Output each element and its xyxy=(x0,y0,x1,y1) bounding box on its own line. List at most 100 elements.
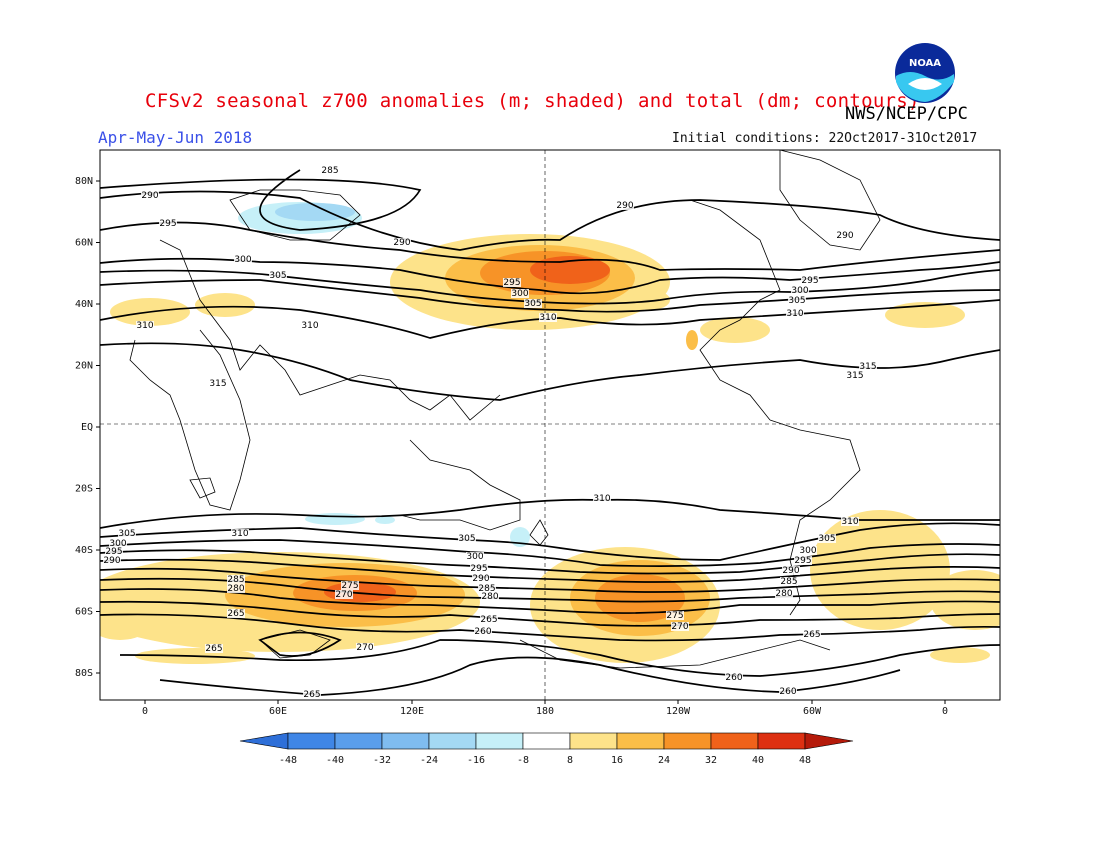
latitude-labels: 80N 60N 40N 20N EQ 20S 40S 60S 80S xyxy=(75,176,100,679)
contour-label: 290 xyxy=(472,574,489,584)
contour-label: 295 xyxy=(794,556,811,566)
lat-label: EQ xyxy=(81,422,93,433)
grid-lines xyxy=(100,150,1000,700)
lat-label: 60N xyxy=(75,238,93,249)
colorbar-swatch xyxy=(475,732,524,750)
contour-label: 310 xyxy=(841,517,858,527)
contour-label: 305 xyxy=(269,271,286,281)
contour-label: 290 xyxy=(141,191,158,201)
longitude-labels: 0 60E 120E 180 120W 60W 0 xyxy=(142,700,948,717)
contour-label: 275 xyxy=(666,611,683,621)
colorbar-tick-label: 32 xyxy=(705,755,717,766)
colorbar-swatch xyxy=(287,732,336,750)
contour-label: 295 xyxy=(159,219,176,229)
svg-text:NOAA: NOAA xyxy=(909,58,941,69)
lat-label: 20S xyxy=(75,484,93,495)
colorbar-tick-label: -32 xyxy=(373,755,391,766)
colorbar-tick-label: -16 xyxy=(467,755,485,766)
contour-label: 305 xyxy=(818,534,835,544)
contour-label: 315 xyxy=(846,371,863,381)
contour-labels: 2852902953003053102902902953003053102902… xyxy=(103,166,877,700)
initial-conditions: Initial conditions: 22Oct2017-31Oct2017 xyxy=(672,131,978,146)
contour-label: 265 xyxy=(205,644,222,654)
contour-label: 270 xyxy=(671,622,688,632)
contour-label: 285 xyxy=(321,166,338,176)
contour-label: 260 xyxy=(779,687,796,697)
contour-label: 310 xyxy=(136,321,153,331)
contour-label: 270 xyxy=(356,643,373,653)
colorbar-swatch xyxy=(334,732,383,750)
noaa-logo: NOAA xyxy=(895,43,955,103)
colorbar-tick-label: -40 xyxy=(326,755,344,766)
height-contours xyxy=(100,169,1000,696)
contour-label: 305 xyxy=(788,296,805,306)
contour-label: 275 xyxy=(341,581,358,591)
colorbar-swatch xyxy=(616,732,665,750)
contour-label: 280 xyxy=(775,589,792,599)
contour-label: 310 xyxy=(786,309,803,319)
contour-label: 310 xyxy=(539,313,556,323)
lat-label: 40N xyxy=(75,299,93,310)
lat-label: 20N xyxy=(75,361,93,372)
colorbar-tick-label: -24 xyxy=(420,755,438,766)
lat-label: 40S xyxy=(75,545,93,556)
contour-label: 265 xyxy=(803,630,820,640)
contour-label: 305 xyxy=(118,529,135,539)
contour-label: 290 xyxy=(836,231,853,241)
contour-label: 300 xyxy=(109,539,126,549)
contour-label: 295 xyxy=(503,278,520,288)
colorbar-swatch xyxy=(428,732,477,750)
contour-label: 290 xyxy=(103,556,120,566)
lon-label: 180 xyxy=(536,706,554,717)
colorbar-tick-label: 40 xyxy=(752,755,764,766)
contour-label: 290 xyxy=(616,201,633,211)
colorbar-right-arrow xyxy=(804,732,854,750)
lat-label: 60S xyxy=(75,607,93,618)
contour-label: 300 xyxy=(466,552,483,562)
lat-label: 80S xyxy=(75,668,93,679)
contour-label: 305 xyxy=(524,299,541,309)
contour-label: 310 xyxy=(593,494,610,504)
colorbar: -48 -40 -32 -24 -16 -8 8 16 24 32 40 48 xyxy=(239,732,854,766)
colorbar-swatch xyxy=(522,732,571,750)
contour-label: 290 xyxy=(393,238,410,248)
contour-label: 280 xyxy=(227,584,244,594)
contour-label: 270 xyxy=(335,590,352,600)
contour-label: 295 xyxy=(105,547,122,557)
contour-label: 305 xyxy=(458,534,475,544)
colorbar-tick-label: 16 xyxy=(611,755,623,766)
contour-label: 265 xyxy=(303,690,320,700)
contour-label: 285 xyxy=(780,577,797,587)
contour-label: 265 xyxy=(227,609,244,619)
colorbar-tick-label: -48 xyxy=(279,755,297,766)
contour-label: 260 xyxy=(725,673,742,683)
contour-label: 280 xyxy=(481,592,498,602)
contour-label: 300 xyxy=(791,286,808,296)
colorbar-swatch xyxy=(757,732,806,750)
contour-label: 285 xyxy=(227,575,244,585)
contour-label: 295 xyxy=(470,564,487,574)
lon-label: 60E xyxy=(269,706,287,717)
colorbar-swatch xyxy=(710,732,759,750)
colorbar-tick-label: 24 xyxy=(658,755,670,766)
agency-label: NWS/NCEP/CPC xyxy=(845,104,968,124)
colorbar-tick-label: -8 xyxy=(517,755,529,766)
contour-label: 300 xyxy=(234,255,251,265)
contour-label: 315 xyxy=(859,362,876,372)
lon-label: 120W xyxy=(666,706,691,717)
colorbar-swatch xyxy=(569,732,618,750)
contour-label: 285 xyxy=(478,584,495,594)
lat-label: 80N xyxy=(75,176,93,187)
colorbar-swatch xyxy=(663,732,712,750)
forecast-period: Apr-May-Jun 2018 xyxy=(98,128,253,147)
contour-label: 295 xyxy=(801,276,818,286)
colorbar-left-arrow xyxy=(239,732,289,750)
plot-frame xyxy=(99,149,1001,701)
contour-label: 300 xyxy=(511,289,528,299)
contour-label: 315 xyxy=(209,379,226,389)
lon-label: 0 xyxy=(942,706,948,717)
contour-label: 290 xyxy=(782,566,799,576)
colorbar-tick-label: 48 xyxy=(799,755,811,766)
colorbar-tick-label: 8 xyxy=(567,755,573,766)
